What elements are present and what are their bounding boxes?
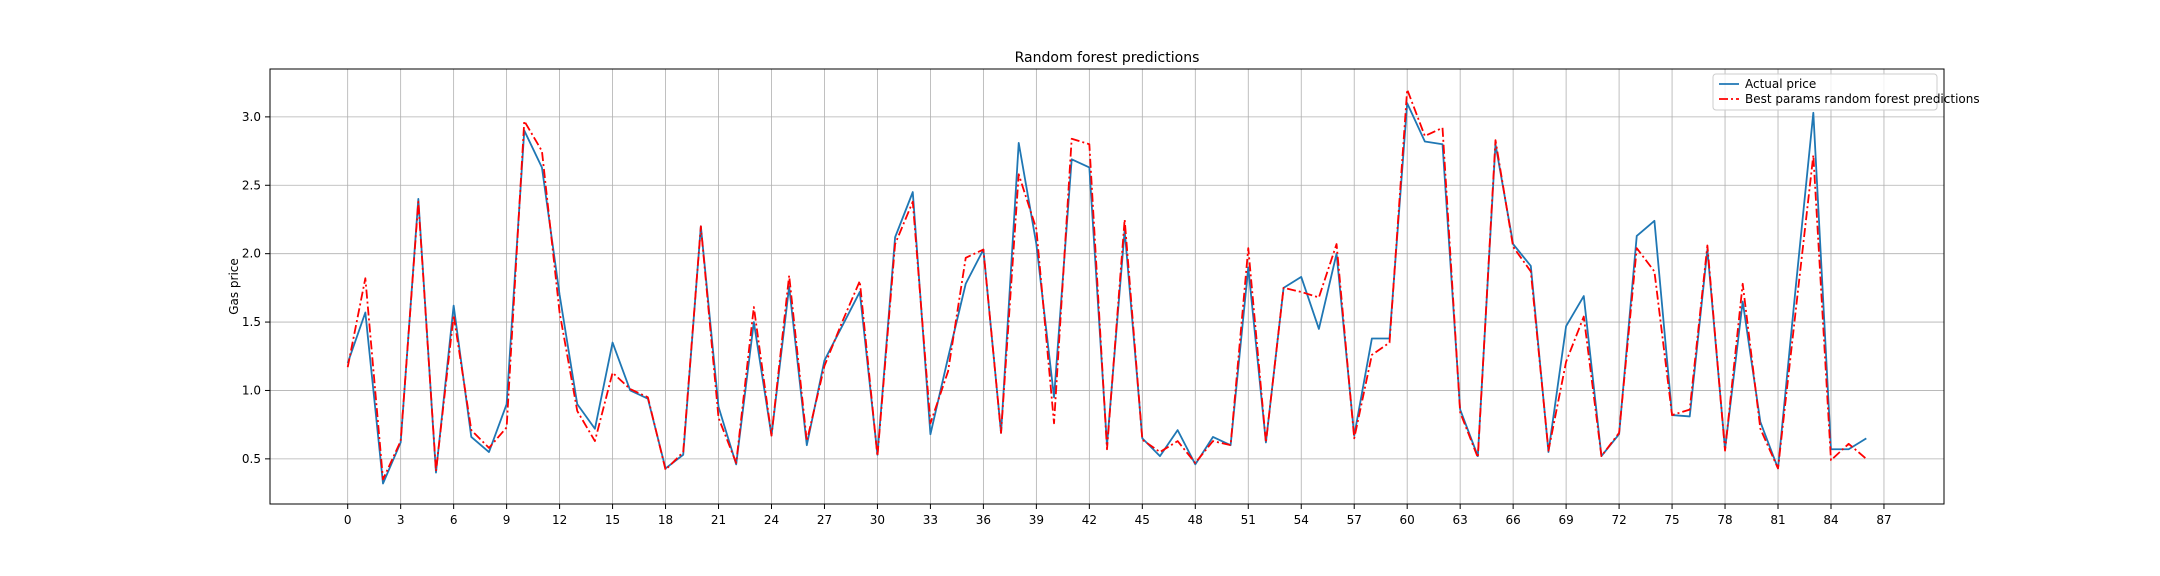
- x-tick-label: 72: [1611, 513, 1626, 527]
- x-axis: 0 3 6 9 12 15 18 21 24 27 30 33 36 39 42 45 48 51 54 57 60 63…: [344, 504, 1892, 527]
- x-tick-label: 75: [1664, 513, 1679, 527]
- y-axis: 0.5 1.0 1.5 2.0 2.5 3.0: [242, 110, 270, 466]
- x-tick-label: 81: [1770, 513, 1785, 527]
- legend-label-predictions: Best params random forest predictions: [1745, 92, 1980, 106]
- x-tick-label: 69: [1558, 513, 1573, 527]
- x-tick-label: 0: [344, 513, 352, 527]
- x-tick-label: 12: [552, 513, 567, 527]
- x-tick-label: 84: [1823, 513, 1838, 527]
- x-tick-label: 9: [503, 513, 511, 527]
- x-tick-label: 15: [605, 513, 620, 527]
- x-tick-label: 51: [1241, 513, 1256, 527]
- x-tick-label: 57: [1347, 513, 1362, 527]
- y-tick-label: 1.5: [242, 315, 261, 329]
- y-tick-label: 3.0: [242, 110, 261, 124]
- plot-frame: [269, 68, 1945, 505]
- grid: [270, 69, 1944, 504]
- series-line-actual-price: [346, 102, 1867, 485]
- x-tick-label: 78: [1717, 513, 1732, 527]
- x-tick-label: 18: [658, 513, 673, 527]
- y-tick-label: 1.0: [242, 383, 261, 397]
- x-tick-label: 21: [711, 513, 726, 527]
- x-tick-label: 60: [1400, 513, 1415, 527]
- x-tick-label: 39: [1029, 513, 1044, 527]
- x-tick-label: 24: [764, 513, 779, 527]
- x-tick-label: 48: [1188, 513, 1203, 527]
- chart-title: Random forest predictions: [1015, 50, 1200, 66]
- y-axis-label: Gas price: [227, 258, 241, 315]
- y-tick-label: 0.5: [242, 452, 261, 466]
- legend-box: [1712, 73, 1938, 111]
- y-tick-label: 2.5: [242, 178, 261, 192]
- legend: Actual price Best params random forest p…: [1712, 73, 1980, 111]
- x-tick-label: 27: [817, 513, 832, 527]
- series-line-predictions: [346, 88, 1867, 481]
- series-layer: [346, 88, 1867, 485]
- x-tick-label: 6: [450, 513, 458, 527]
- legend-label-actual-price: Actual price: [1745, 77, 1816, 91]
- x-tick-label: 42: [1082, 513, 1097, 527]
- x-tick-label: 33: [923, 513, 938, 527]
- y-tick-label: 2.0: [242, 247, 261, 261]
- x-tick-label: 45: [1135, 513, 1150, 527]
- x-tick-label: 30: [870, 513, 885, 527]
- x-tick-label: 63: [1453, 513, 1468, 527]
- x-tick-label: 3: [397, 513, 405, 527]
- x-tick-label: 36: [976, 513, 991, 527]
- x-tick-label: 54: [1294, 513, 1309, 527]
- x-tick-label: 66: [1505, 513, 1520, 527]
- x-tick-label: 87: [1876, 513, 1891, 527]
